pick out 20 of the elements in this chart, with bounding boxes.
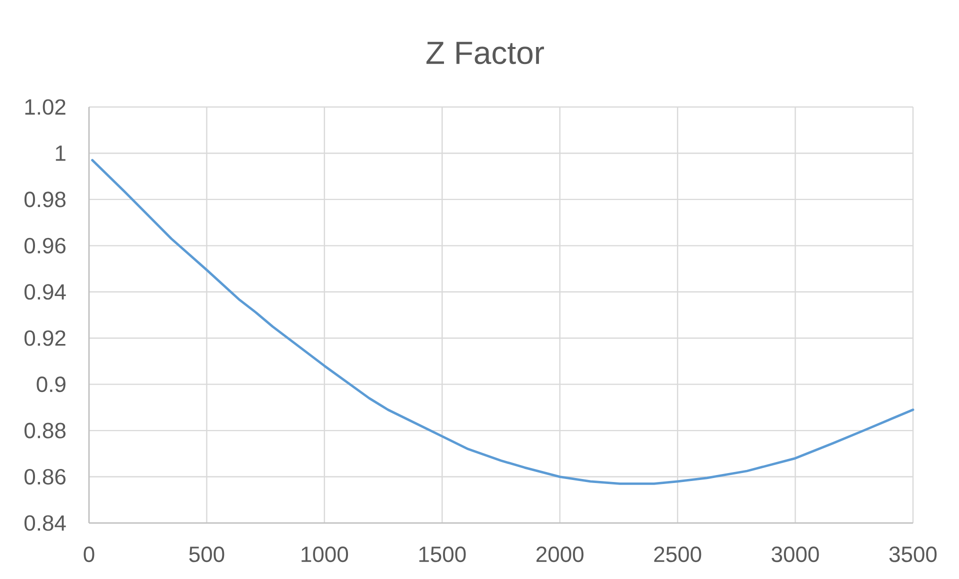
- y-tick-label: 0.86: [24, 468, 66, 485]
- y-tick-label: 0.94: [24, 284, 66, 300]
- x-tick-label: 1000: [302, 546, 348, 562]
- x-tick-label: 0: [84, 546, 94, 562]
- y-tick-label: 0.84: [24, 515, 66, 531]
- x-tick-label: 2500: [654, 546, 702, 562]
- line-series: [91, 158, 914, 485]
- y-tick-label: 0.9: [36, 376, 66, 392]
- x-tick-label: 2000: [536, 546, 584, 562]
- y-tick-label: 0.96: [24, 238, 66, 254]
- y-tick-label: 0.92: [24, 330, 66, 346]
- x-tick-label: 1500: [419, 546, 466, 562]
- y-tick-label: 0.88: [24, 422, 66, 438]
- y-tick-label: 0.98: [24, 192, 66, 208]
- y-tick-label: 1: [56, 146, 66, 161]
- x-tick-label: 3500: [889, 546, 937, 562]
- chart-title: Z Factor: [426, 42, 544, 64]
- y-tick-label: 1.02: [25, 99, 66, 115]
- x-tick-label: 500: [189, 546, 224, 562]
- x-tick-label: 3000: [772, 546, 819, 562]
